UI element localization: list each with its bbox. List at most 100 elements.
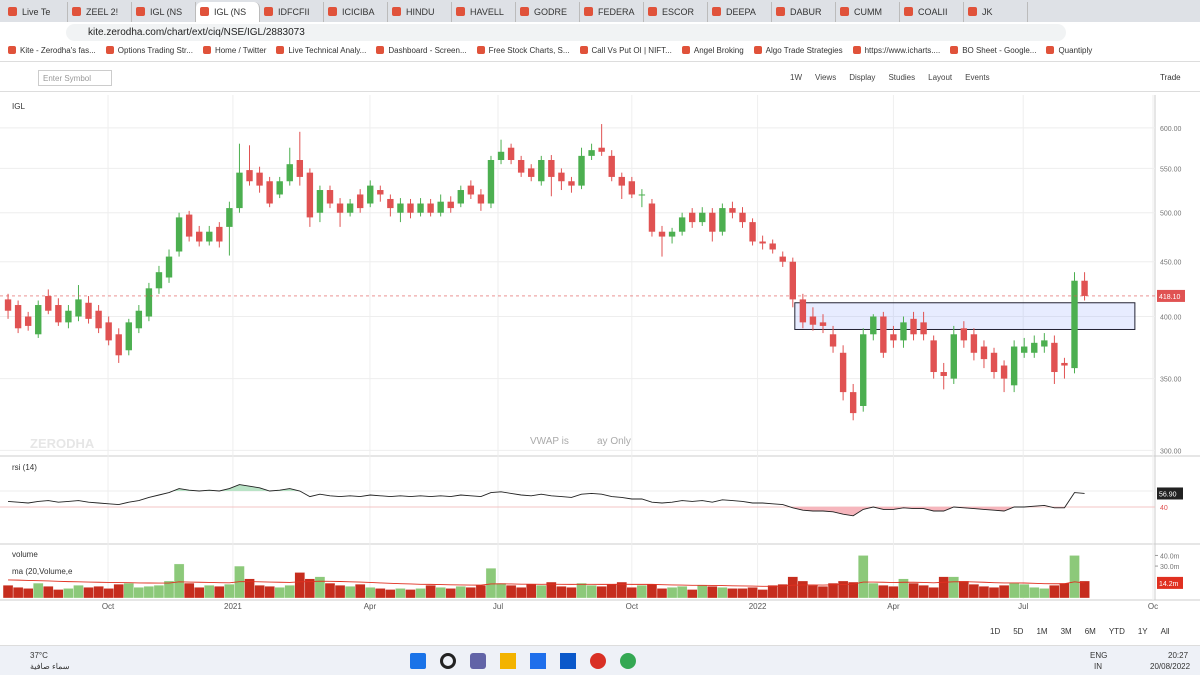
candle-body: [920, 322, 927, 335]
candle-body: [196, 231, 203, 242]
volume-bar: [797, 580, 809, 599]
tab[interactable]: DABUR: [772, 2, 836, 22]
rsi-last-box: [1157, 487, 1183, 500]
range-button[interactable]: 6M: [1084, 627, 1096, 636]
candle-body: [1071, 280, 1078, 369]
volume-bar: [113, 584, 124, 599]
candle-body: [185, 214, 193, 237]
tab[interactable]: FEDERA: [580, 2, 644, 22]
range-button[interactable]: 1Y: [1137, 627, 1148, 636]
range-button[interactable]: YTD: [1108, 627, 1125, 636]
volume-bar: [264, 586, 275, 599]
tab[interactable]: ESCOR: [644, 2, 708, 22]
candle-body: [236, 172, 243, 209]
candle-body: [1021, 346, 1028, 353]
candle-body: [538, 160, 545, 182]
url[interactable]: kite.zerodha.com/chart/ext/ciq/NSE/IGL/2…: [66, 24, 1066, 41]
volume-bar: [284, 585, 295, 599]
candle-body: [437, 201, 444, 213]
candle-body: [286, 164, 293, 182]
weather: سماء صافية: [30, 662, 70, 671]
candle-body: [316, 190, 324, 213]
volume-bar: [485, 568, 497, 599]
volume-bar: [1019, 584, 1030, 599]
volume-bar: [183, 582, 195, 599]
range-button[interactable]: 1M: [1036, 627, 1048, 636]
bookmark[interactable]: Options Trading Str...: [106, 46, 193, 61]
panel-title: ma (20,Volume,e: [12, 567, 73, 576]
candle-body: [497, 151, 505, 161]
volume-bar: [63, 588, 74, 599]
tab[interactable]: HAVELL: [452, 2, 516, 22]
volume-bar: [103, 588, 114, 599]
range-button[interactable]: 1D: [990, 627, 1001, 636]
volume-bar: [415, 588, 426, 599]
tab[interactable]: IGL (NS: [196, 2, 260, 22]
volume-bar: [556, 586, 567, 599]
candle-body: [799, 299, 807, 323]
candle-body: [1010, 346, 1018, 386]
volume-bar: [646, 584, 658, 599]
candle-body: [578, 155, 585, 186]
tab[interactable]: GODRE: [516, 2, 580, 22]
tab[interactable]: IDFCFII: [260, 2, 324, 22]
bookmark[interactable]: Dashboard - Screen...: [376, 46, 466, 61]
tab[interactable]: ZEEL 2!: [68, 2, 132, 22]
menu-item[interactable]: Studies: [888, 73, 916, 82]
candle-body: [407, 203, 414, 213]
bookmark[interactable]: Call Vs Put OI | NIFT...: [580, 46, 672, 61]
range-button[interactable]: 5D: [1013, 627, 1024, 636]
volume-bar: [576, 582, 587, 599]
tab[interactable]: HINDU: [388, 2, 452, 22]
tab[interactable]: JK: [964, 2, 1028, 22]
y-tick-label: 600.00: [1160, 126, 1182, 133]
volume-bar: [737, 588, 748, 599]
range-button[interactable]: All: [1160, 627, 1170, 636]
tab[interactable]: COALII: [900, 2, 964, 22]
range-buttons: 1D 5D 1M 3M 6M YTD 1Y All: [990, 627, 1170, 636]
candle-body: [960, 328, 968, 341]
volume-bar: [707, 586, 718, 599]
menu-item[interactable]: 1W: [790, 73, 802, 82]
menu-item[interactable]: Events: [965, 73, 990, 82]
bookmark[interactable]: Quantiply: [1046, 46, 1092, 61]
volume-ma-line: [8, 579, 1085, 587]
bookmark[interactable]: Kite - Zerodha's fas...: [8, 46, 96, 61]
candle-body: [1051, 342, 1058, 373]
volume-bar: [405, 589, 416, 599]
bookmark[interactable]: BO Sheet - Google...: [950, 46, 1036, 61]
bookmark[interactable]: Algo Trade Strategies: [754, 46, 843, 61]
menu-item[interactable]: Views: [815, 73, 837, 82]
range-button[interactable]: 3M: [1060, 627, 1072, 636]
trade-button[interactable]: Trade: [1160, 73, 1181, 82]
menu-item[interactable]: Display: [849, 73, 876, 82]
bookmark[interactable]: Free Stock Charts, S...: [477, 46, 570, 61]
bookmark[interactable]: Angel Broking: [682, 46, 744, 61]
tab[interactable]: ICICIBA: [324, 2, 388, 22]
candle-body: [699, 212, 706, 223]
last-price-label: 418.10: [1159, 294, 1181, 301]
tab[interactable]: DEEPA: [708, 2, 772, 22]
bookmark[interactable]: https://www.icharts....: [853, 46, 941, 61]
volume-bar: [505, 585, 517, 599]
candle-body: [880, 316, 887, 353]
volume-bar: [928, 587, 939, 599]
y-tick-label: 350.00: [1160, 377, 1182, 384]
bookmark[interactable]: Live Technical Analy...: [276, 46, 366, 61]
language: ENG: [1090, 651, 1108, 660]
volume-bar: [606, 584, 617, 599]
tab[interactable]: IGL (NS: [132, 2, 196, 22]
notice: VWAP is: [530, 436, 569, 447]
tab[interactable]: Live Te: [4, 2, 68, 22]
candle-body: [175, 217, 183, 252]
menu-item[interactable]: Layout: [928, 73, 953, 82]
volume-bar: [385, 589, 396, 599]
volume-bar: [194, 587, 205, 599]
volume-bar: [224, 584, 235, 599]
rsi-last-label: 56.90: [1159, 491, 1177, 498]
bookmark[interactable]: Home / Twitter: [203, 46, 266, 61]
candle-body: [24, 316, 32, 326]
tab[interactable]: CUMM: [836, 2, 900, 22]
symbol-search[interactable]: Enter Symbol: [38, 70, 112, 86]
candle-body: [75, 299, 82, 317]
